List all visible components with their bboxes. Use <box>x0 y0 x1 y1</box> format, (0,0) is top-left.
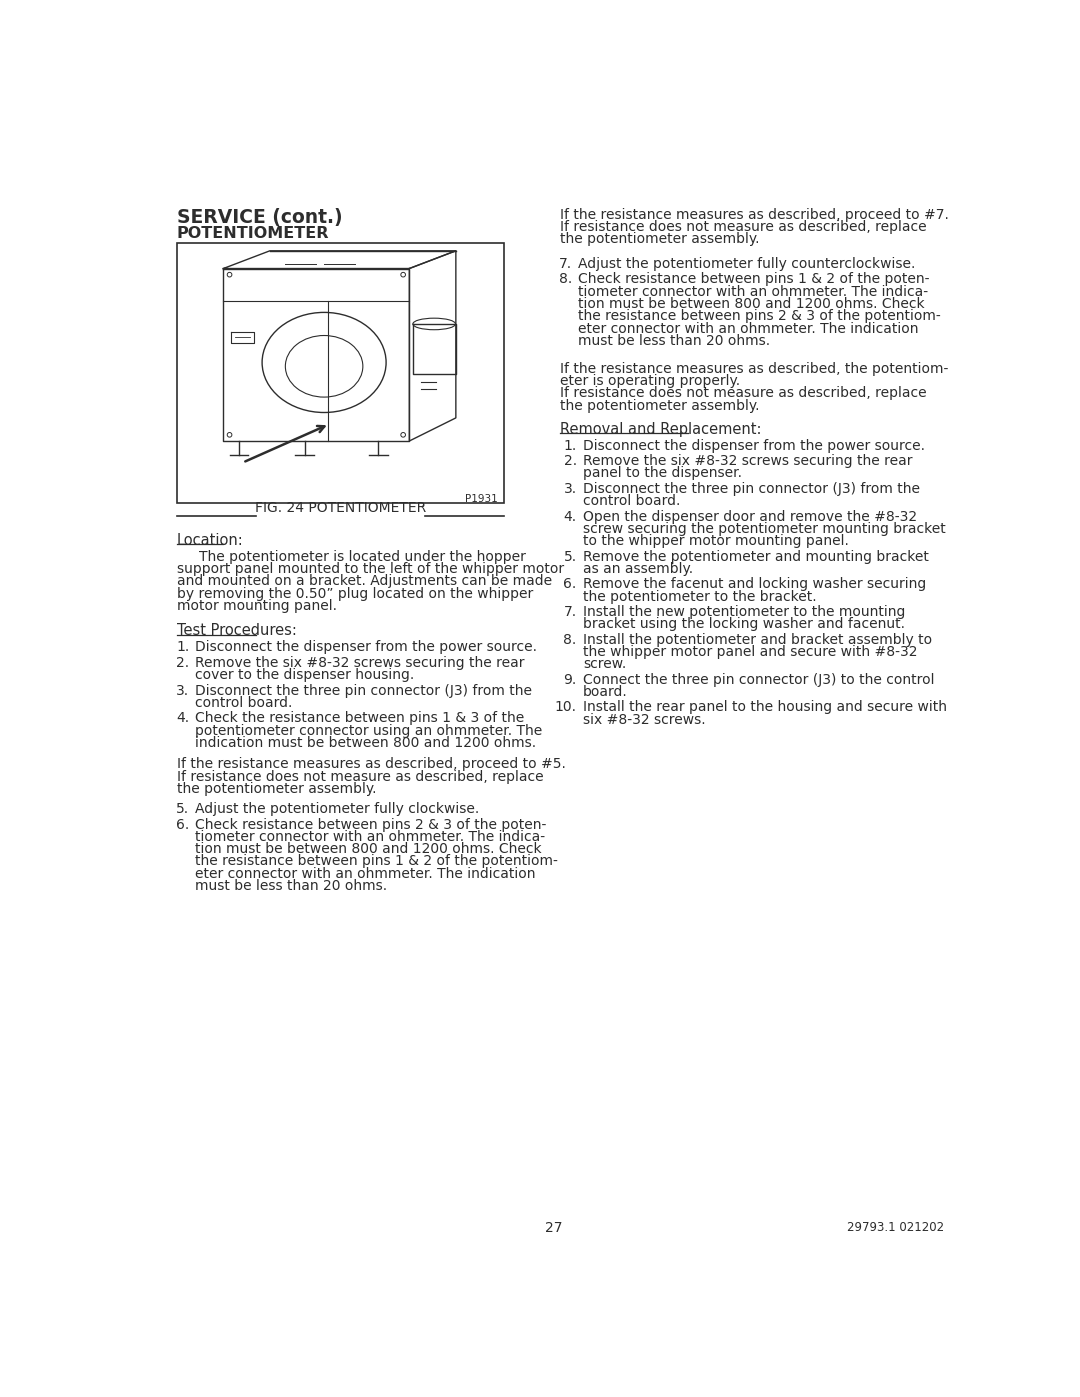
Text: Disconnect the dispenser from the power source.: Disconnect the dispenser from the power … <box>195 640 538 654</box>
Text: 5.: 5. <box>176 802 189 816</box>
Text: 6.: 6. <box>176 817 189 831</box>
Text: Adjust the potentiometer fully counterclockwise.: Adjust the potentiometer fully countercl… <box>578 257 916 271</box>
Text: Check resistance between pins 2 & 3 of the poten-: Check resistance between pins 2 & 3 of t… <box>195 817 546 831</box>
Text: tiometer connector with an ohmmeter. The indica-: tiometer connector with an ohmmeter. The… <box>578 285 929 299</box>
Text: 3.: 3. <box>176 683 189 697</box>
Text: The potentiometer is located under the hopper: The potentiometer is located under the h… <box>199 549 526 563</box>
Text: Disconnect the dispenser from the power source.: Disconnect the dispenser from the power … <box>583 439 924 453</box>
Text: the potentiometer assembly.: the potentiometer assembly. <box>559 232 759 246</box>
Text: Install the new potentiometer to the mounting: Install the new potentiometer to the mou… <box>583 605 905 619</box>
Text: P1931: P1931 <box>465 495 498 504</box>
Bar <box>177 243 504 503</box>
Text: to the whipper motor mounting panel.: to the whipper motor mounting panel. <box>583 534 849 548</box>
Text: Test Procedures:: Test Procedures: <box>177 623 297 638</box>
Text: 7.: 7. <box>559 257 572 271</box>
Text: Install the potentiometer and bracket assembly to: Install the potentiometer and bracket as… <box>583 633 932 647</box>
Text: FIG. 24 POTENTIOMETER: FIG. 24 POTENTIOMETER <box>255 502 426 515</box>
Text: If resistance does not measure as described, replace: If resistance does not measure as descri… <box>177 770 543 784</box>
Text: eter connector with an ohmmeter. The indication: eter connector with an ohmmeter. The ind… <box>578 321 919 335</box>
Text: the resistance between pins 2 & 3 of the potentiom-: the resistance between pins 2 & 3 of the… <box>578 309 941 323</box>
Text: must be less than 20 ohms.: must be less than 20 ohms. <box>195 879 388 893</box>
Text: eter is operating properly.: eter is operating properly. <box>559 374 740 388</box>
Text: tiometer connector with an ohmmeter. The indica-: tiometer connector with an ohmmeter. The… <box>195 830 545 844</box>
Text: 9.: 9. <box>564 673 577 687</box>
Text: 27: 27 <box>544 1221 563 1235</box>
Text: and mounted on a bracket. Adjustments can be made: and mounted on a bracket. Adjustments ca… <box>177 574 552 588</box>
Text: 2.: 2. <box>564 454 577 468</box>
Text: Adjust the potentiometer fully clockwise.: Adjust the potentiometer fully clockwise… <box>195 802 480 816</box>
Text: 8.: 8. <box>558 272 572 286</box>
Text: the potentiometer assembly.: the potentiometer assembly. <box>177 782 376 796</box>
Text: support panel mounted to the left of the whipper motor: support panel mounted to the left of the… <box>177 562 564 576</box>
Text: 2.: 2. <box>176 655 189 669</box>
Text: tion must be between 800 and 1200 ohms. Check: tion must be between 800 and 1200 ohms. … <box>195 842 542 856</box>
Text: If resistance does not measure as described, replace: If resistance does not measure as descri… <box>559 387 927 401</box>
Text: Removal and Replacement:: Removal and Replacement: <box>559 422 761 437</box>
Text: indication must be between 800 and 1200 ohms.: indication must be between 800 and 1200 … <box>195 736 537 750</box>
Text: Remove the potentiometer and mounting bracket: Remove the potentiometer and mounting br… <box>583 549 929 563</box>
Text: Check the resistance between pins 1 & 3 of the: Check the resistance between pins 1 & 3 … <box>195 711 525 725</box>
Text: the resistance between pins 1 & 2 of the potentiom-: the resistance between pins 1 & 2 of the… <box>195 855 558 869</box>
Text: 5.: 5. <box>564 549 577 563</box>
Text: Remove the facenut and locking washer securing: Remove the facenut and locking washer se… <box>583 577 927 591</box>
Text: 1.: 1. <box>176 640 189 654</box>
Text: the whipper motor panel and secure with #8-32: the whipper motor panel and secure with … <box>583 645 917 659</box>
Text: Check resistance between pins 1 & 2 of the poten-: Check resistance between pins 1 & 2 of t… <box>578 272 930 286</box>
Text: the potentiometer to the bracket.: the potentiometer to the bracket. <box>583 590 816 604</box>
Text: eter connector with an ohmmeter. The indication: eter connector with an ohmmeter. The ind… <box>195 866 536 880</box>
Text: six #8-32 screws.: six #8-32 screws. <box>583 712 705 726</box>
Text: screw securing the potentiometer mounting bracket: screw securing the potentiometer mountin… <box>583 522 946 536</box>
Text: cover to the dispenser housing.: cover to the dispenser housing. <box>195 668 415 682</box>
Text: 10.: 10. <box>555 700 577 714</box>
Text: 4.: 4. <box>564 510 577 524</box>
Text: Connect the three pin connector (J3) to the control: Connect the three pin connector (J3) to … <box>583 673 934 687</box>
Text: 29793.1 021202: 29793.1 021202 <box>847 1221 944 1234</box>
Text: If the resistance measures as described, proceed to #7.: If the resistance measures as described,… <box>559 208 948 222</box>
Text: tion must be between 800 and 1200 ohms. Check: tion must be between 800 and 1200 ohms. … <box>578 298 924 312</box>
Text: If the resistance measures as described, proceed to #5.: If the resistance measures as described,… <box>177 757 566 771</box>
Text: must be less than 20 ohms.: must be less than 20 ohms. <box>578 334 770 348</box>
Text: Disconnect the three pin connector (J3) from the: Disconnect the three pin connector (J3) … <box>195 683 532 697</box>
Text: motor mounting panel.: motor mounting panel. <box>177 599 337 613</box>
Text: SERVICE (cont.): SERVICE (cont.) <box>177 208 342 226</box>
Text: bracket using the locking washer and facenut.: bracket using the locking washer and fac… <box>583 617 905 631</box>
Text: 4.: 4. <box>176 711 189 725</box>
Text: board.: board. <box>583 685 627 698</box>
Text: control board.: control board. <box>195 696 293 710</box>
Text: 8.: 8. <box>564 633 577 647</box>
Text: control board.: control board. <box>583 495 680 509</box>
Text: Install the rear panel to the housing and secure with: Install the rear panel to the housing an… <box>583 700 947 714</box>
Text: Location:: Location: <box>177 532 244 548</box>
Text: 7.: 7. <box>564 605 577 619</box>
Text: Disconnect the three pin connector (J3) from the: Disconnect the three pin connector (J3) … <box>583 482 920 496</box>
Text: by removing the 0.50” plug located on the whipper: by removing the 0.50” plug located on th… <box>177 587 534 601</box>
Text: POTENTIOMETER: POTENTIOMETER <box>177 226 329 242</box>
Text: If resistance does not measure as described, replace: If resistance does not measure as descri… <box>559 219 927 235</box>
Text: 3.: 3. <box>564 482 577 496</box>
Text: potentiometer connector using an ohmmeter. The: potentiometer connector using an ohmmete… <box>195 724 543 738</box>
Text: Open the dispenser door and remove the #8-32: Open the dispenser door and remove the #… <box>583 510 917 524</box>
Text: Remove the six #8-32 screws securing the rear: Remove the six #8-32 screws securing the… <box>583 454 913 468</box>
Text: the potentiometer assembly.: the potentiometer assembly. <box>559 398 759 412</box>
Text: as an assembly.: as an assembly. <box>583 562 693 576</box>
Text: 6.: 6. <box>564 577 577 591</box>
Text: screw.: screw. <box>583 658 626 672</box>
Text: Remove the six #8-32 screws securing the rear: Remove the six #8-32 screws securing the… <box>195 655 525 669</box>
Text: panel to the dispenser.: panel to the dispenser. <box>583 467 742 481</box>
Text: 1.: 1. <box>564 439 577 453</box>
Text: If the resistance measures as described, the potentiom-: If the resistance measures as described,… <box>559 362 948 376</box>
